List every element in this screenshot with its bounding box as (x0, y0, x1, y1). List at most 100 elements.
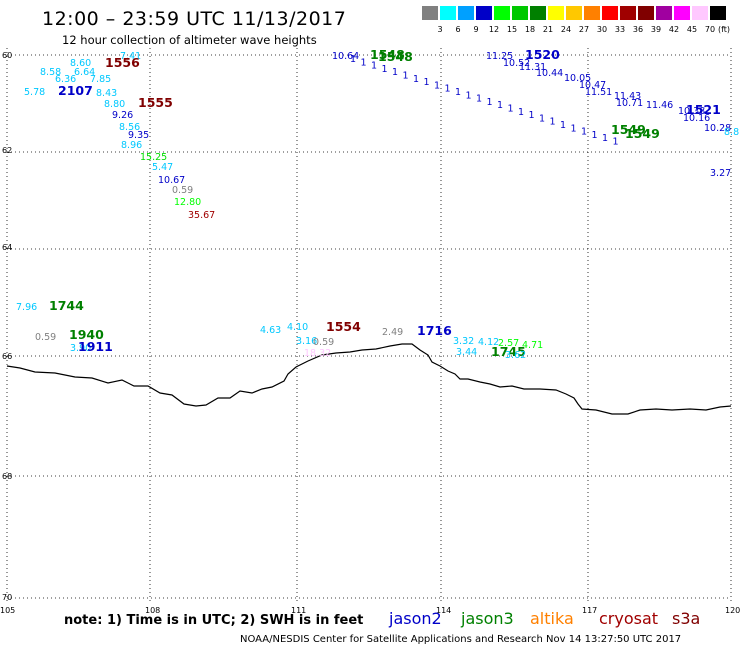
pass-time-label: 1716 (417, 323, 452, 338)
wave-height-label: 6.36 (55, 74, 76, 85)
color-scale-label: 45 (686, 25, 698, 34)
wave-height-label: 5.78 (24, 87, 45, 98)
color-scale-unit: (ft) (718, 25, 731, 34)
pass-time-label: 1521 (686, 102, 721, 117)
color-scale-label: 27 (578, 25, 590, 34)
track-clutter-glyph: 1 (403, 71, 409, 82)
latitude-label: 68 (2, 472, 12, 481)
wave-height-label: 3.90 (70, 343, 91, 354)
color-scale-label: 18 (524, 25, 536, 34)
wave-height-label: 3.16 (296, 336, 317, 347)
map-subtitle: 12 hour collection of altimeter wave hei… (62, 33, 317, 47)
wave-height-label: 11.43 (614, 91, 641, 102)
track-clutter-glyph: 1 (508, 104, 514, 115)
wave-height-label: 0.59 (172, 185, 193, 196)
color-scale-label: 6 (455, 25, 461, 34)
color-scale-swatch (566, 6, 583, 20)
color-scale-label: 30 (596, 25, 608, 34)
track-clutter-glyph: 1 (613, 137, 619, 148)
pass-time-label: 1556 (105, 55, 140, 70)
wave-height-label: 0.59 (35, 332, 56, 343)
map-title: 12:00 – 23:59 UTC 11/13/2017 (42, 8, 347, 30)
pass-time-label: 1555 (138, 95, 173, 110)
color-scale-swatch (620, 6, 637, 20)
pass-time-label: 1744 (49, 298, 84, 313)
color-scale-swatch (512, 6, 529, 20)
pass-time-label: 1549 (611, 122, 646, 137)
color-scale-swatch (440, 6, 457, 20)
color-scale-label: 3 (437, 25, 443, 34)
latitude-label: 62 (2, 146, 12, 155)
color-scale-label: 42 (668, 25, 680, 34)
wave-height-label: 4.71 (522, 340, 543, 351)
wave-height-label: 6.64 (74, 67, 95, 78)
pass-time-label: 1940 (69, 327, 104, 342)
wave-height-label: 10.67 (158, 175, 185, 186)
track-clutter-glyph: 1 (497, 100, 503, 111)
track-clutter-glyph: 1 (455, 87, 461, 98)
color-scale-label: 15 (506, 25, 518, 34)
wave-height-label: 8.43 (96, 88, 117, 99)
longitude-label: 120 (725, 606, 740, 615)
wave-height-label: 10.28 (704, 123, 731, 134)
color-scale-label: 70 (704, 25, 716, 34)
latitude-label: 64 (2, 243, 12, 252)
color-scale-label: 24 (560, 25, 572, 34)
color-scale-swatch (638, 6, 655, 20)
pass-time-label: 1549 (625, 126, 660, 141)
longitude-label: 105 (0, 606, 15, 615)
track-clutter-glyph: 1 (518, 107, 524, 118)
wave-height-label: 11.25 (486, 51, 513, 62)
longitude-label: 114 (436, 606, 451, 615)
wave-height-label: 8.8 (724, 127, 739, 138)
track-clutter-glyph: 1 (571, 123, 577, 134)
wave-height-label: 8.58 (40, 67, 61, 78)
pass-time-label: 2107 (58, 83, 93, 98)
color-scale-label: 9 (473, 25, 479, 34)
track-clutter-glyph: 1 (529, 110, 535, 121)
wave-height-label: 11.31 (519, 62, 546, 73)
color-scale-swatch (530, 6, 547, 20)
wave-height-label: 10.47 (579, 80, 606, 91)
color-scale-swatch (548, 6, 565, 20)
track-clutter-glyph: 1 (413, 74, 419, 85)
coastline (6, 343, 732, 415)
latitude-label: 60 (2, 51, 12, 60)
color-scale-swatch (710, 6, 727, 20)
wave-height-label: 11.46 (646, 100, 673, 111)
wave-height-label: 9.26 (112, 110, 133, 121)
color-scale-swatch (692, 6, 709, 20)
wave-height-label: 35.67 (188, 210, 215, 221)
wave-height-label: 4.10 (287, 322, 308, 333)
wave-height-label: 7.96 (16, 302, 37, 313)
track-clutter-glyph: 1 (592, 130, 598, 141)
wave-height-label: 10.44 (536, 68, 563, 79)
wave-height-label: 7.41 (120, 51, 141, 62)
color-scale-label: 12 (488, 25, 500, 34)
color-scale-label: 33 (614, 25, 626, 34)
wave-height-label: 10.71 (616, 98, 643, 109)
wave-height-label: 4.63 (260, 325, 281, 336)
pass-time-label: 1548 (378, 49, 413, 64)
wave-height-label: 18.32 (304, 348, 331, 359)
track-clutter-glyph: 1 (434, 80, 440, 91)
wave-height-label: 12.80 (174, 197, 201, 208)
track-clutter-glyph: 1 (371, 61, 377, 72)
pass-time-label: 1554 (326, 319, 361, 334)
track-clutter-glyph: 1 (424, 77, 430, 88)
wave-height-label: 9.35 (128, 130, 149, 141)
wave-height-label: 3.32 (453, 336, 474, 347)
track-clutter-glyph: 1 (466, 90, 472, 101)
wave-height-label: 4.12 (478, 337, 499, 348)
units-note: note: 1) Time is in UTC; 2) SWH is in fe… (64, 613, 364, 628)
longitude-label: 111 (291, 606, 306, 615)
mission-label-cryosat: cryosat (599, 609, 659, 628)
wave-height-label: 8.80 (104, 99, 125, 110)
mission-label-jason3: jason3 (461, 609, 514, 628)
track-clutter-glyph: 1 (550, 117, 556, 128)
wave-height-label: 10.38 (678, 106, 705, 117)
color-scale-label: 39 (650, 25, 662, 34)
wave-height-label: 3.44 (456, 347, 477, 358)
wave-height-label: 3.27 (710, 168, 731, 179)
